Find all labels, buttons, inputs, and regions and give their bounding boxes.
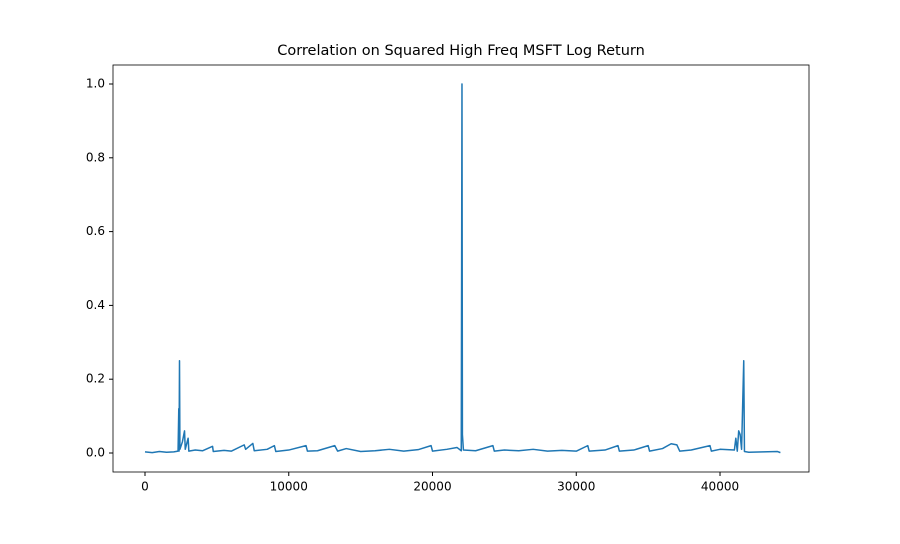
- y-tick-label: 0.2: [86, 372, 105, 386]
- y-tick-label: 0.6: [86, 224, 105, 238]
- x-tick-label: 30000: [557, 480, 595, 494]
- y-tick-label: 0.0: [86, 445, 105, 459]
- y-tick-label: 0.4: [86, 298, 105, 312]
- x-tick-label: 40000: [701, 480, 739, 494]
- x-tick-label: 0: [141, 480, 149, 494]
- y-tick-label: 1.0: [86, 77, 105, 91]
- plot-frame: [112, 64, 810, 473]
- x-tick-label: 10000: [270, 480, 308, 494]
- chart-title: Correlation on Squared High Freq MSFT Lo…: [277, 43, 645, 59]
- x-tick-label: 20000: [413, 480, 451, 494]
- line: [144, 83, 781, 454]
- y-tick-label: 0.8: [86, 150, 105, 164]
